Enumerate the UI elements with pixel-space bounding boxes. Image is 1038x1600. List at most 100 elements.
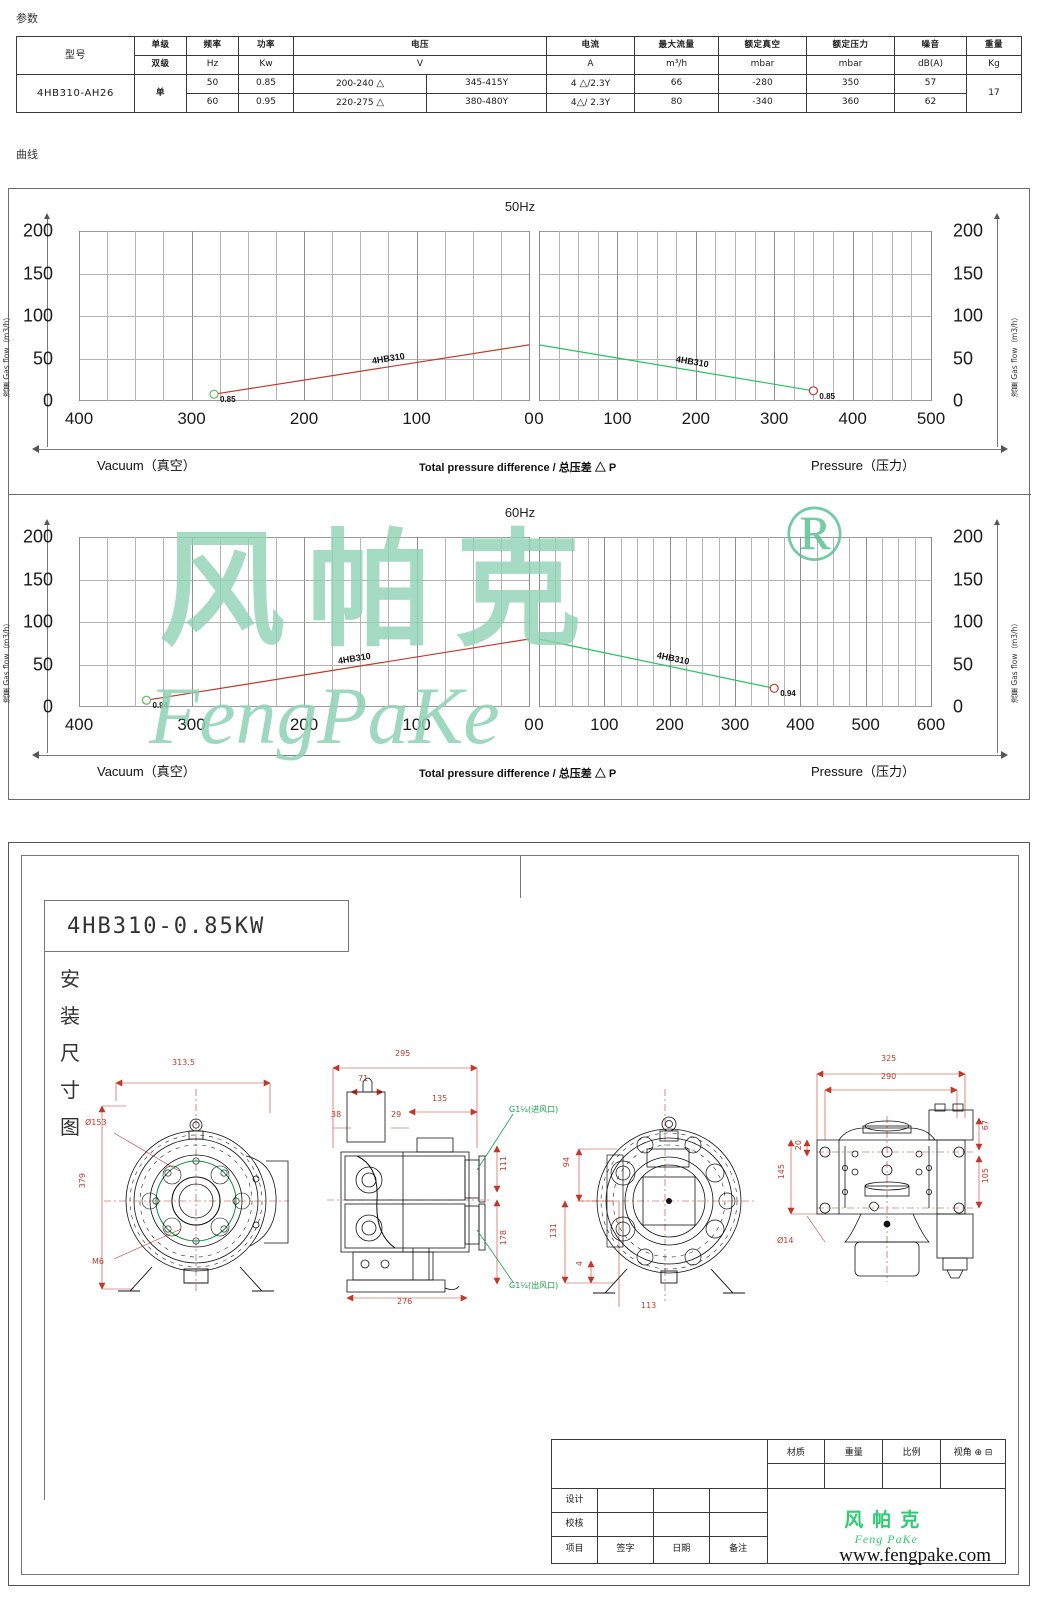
current-header: 电流 — [546, 36, 635, 56]
x-tick-label-pressure: 200 — [655, 715, 684, 734]
current-amps: 4 — [570, 98, 577, 109]
dim-d14: Ø14 — [777, 1236, 794, 1245]
gridline-v — [275, 231, 277, 401]
gridline-v — [715, 231, 717, 401]
gridline-v — [472, 231, 474, 401]
delta-icon: △ — [376, 97, 385, 109]
rated-vacuum-header: 额定真空 — [718, 36, 807, 56]
note-label: 备注 — [708, 1536, 768, 1564]
gridline-v — [332, 537, 334, 707]
y-axis-right — [997, 525, 998, 753]
dim-71: 71 — [358, 1074, 369, 1083]
y-tick-label: 50 — [953, 654, 974, 674]
y-tick-label: 50 — [32, 654, 53, 674]
voltage-y-value: 345-415Y — [426, 74, 547, 94]
y-axis-title-left: 流量 Gas flow（m3/h） — [2, 313, 11, 397]
y-tick-label: 100 — [953, 305, 984, 326]
dim-178: 178 — [499, 1230, 508, 1246]
parameter-table: 型号 单级 频率 功率 电压 电流 最大流量 额定真空 额定压力 噪音 重量 双… — [16, 36, 1022, 113]
gridline-v — [872, 231, 874, 401]
gridline-v — [416, 537, 418, 707]
design-label: 设计 — [551, 1487, 598, 1513]
weight-unit: Kg — [966, 55, 1022, 75]
endpoint-value-label: 0.94 — [152, 701, 169, 711]
delta-icon: △ — [579, 78, 588, 90]
gridline-v — [686, 537, 687, 707]
gridline-v — [79, 537, 80, 707]
dim-m6: M6 — [92, 1257, 104, 1266]
title-block-row: 材质 重量 比例 视角 ⊕ ⊟ — [551, 1438, 1006, 1489]
drawing-frame: 4HB310-0.85KW 安 装 尺 寸 图 — [21, 855, 1019, 1575]
y-axis-left — [47, 219, 48, 447]
table-row: 60 0.95 220-275 △ 380-480Y 4△/ 2.3Y 80 -… — [17, 93, 1022, 113]
chart-50hz: 50Hz 0 0 50 50 100 100 150 150 200 200 流量 Gas flow… — [2, 189, 1031, 495]
gridline-v — [304, 231, 305, 401]
delta-icon: △ — [576, 97, 585, 109]
x-tick-label-vacuum: 300 — [177, 409, 206, 428]
company-logo: 风帕克 Feng PaKe www.fengpake.com — [766, 1487, 1006, 1566]
gridline-v — [793, 231, 795, 401]
x-axis-baseline — [39, 449, 1001, 450]
x-tick-label-vacuum: 100 — [402, 715, 431, 734]
gridline-v — [816, 537, 818, 707]
design-value — [596, 1487, 654, 1513]
gridline-v — [79, 231, 80, 401]
x-tick-label-vacuum: 300 — [177, 715, 206, 734]
gridline-v — [219, 231, 221, 401]
current-y-text: /2.3Y — [587, 79, 611, 90]
dim-131: 131 — [549, 1223, 558, 1239]
gridline-v — [163, 537, 165, 707]
dimension-drawing-sheet: 4HB310-0.85KW 安 装 尺 寸 图 — [8, 842, 1030, 1586]
gridline-v — [555, 537, 557, 707]
projection-symbol-icon: ⊕ ⊟ — [974, 1448, 993, 1459]
y-axis-title-right: 流量 Gas flow（m3/h） — [1010, 313, 1019, 397]
outlet-port-label: G1¼(出风口) — [509, 1281, 559, 1290]
gridline-v — [388, 231, 390, 401]
gridline-v — [784, 537, 785, 707]
y-axis-title-right: 流量 Gas flow（m3/h） — [1010, 619, 1019, 703]
gridline-v — [107, 231, 109, 401]
y-tick-label: 50 — [953, 348, 974, 368]
x-tick-label-vacuum: 0 — [524, 715, 534, 734]
gridline-v — [539, 231, 540, 401]
project-label: 项目 — [551, 1536, 598, 1564]
voltage-delta-text: 200-240 — [335, 79, 374, 90]
title-block-blank — [551, 1439, 768, 1489]
max-flow-value: 80 — [634, 93, 719, 113]
x-tick-label-pressure: 300 — [760, 409, 789, 428]
title-block-row: 项目 签字 日期 备注 — [551, 1536, 1006, 1564]
gridline-v — [800, 537, 802, 707]
chart-60hz: 60Hz 0 0 50 50 100 100 150 150 200 200 流量 Gas flow… — [2, 495, 1031, 801]
gridline-v — [620, 537, 622, 707]
weight-value: 17 — [966, 74, 1022, 113]
top-view-graphic — [787, 1070, 983, 1282]
max-flow-value: 66 — [634, 74, 719, 94]
weight-header: 重量 — [966, 36, 1022, 56]
dim-295: 295 — [395, 1049, 411, 1058]
y-axis-right — [997, 219, 998, 447]
drawing-title-box: 4HB310-0.85KW — [44, 900, 349, 952]
chart-60hz-title: 60Hz — [504, 505, 536, 520]
stage-value: 单 — [134, 74, 187, 113]
y-tick-label: 100 — [22, 305, 53, 326]
gridline-v — [597, 231, 599, 401]
title-block-row — [552, 1463, 1006, 1489]
y-tick-label: 0 — [953, 390, 964, 411]
website-url: www.fengpake.com — [839, 1545, 991, 1566]
side-view-graphic — [327, 1064, 514, 1302]
max-flow-header: 最大流量 — [634, 36, 719, 56]
logo-latin: Feng PaKe — [854, 1531, 918, 1546]
caption-char-1: 安 — [60, 967, 80, 991]
y-tick-label: 150 — [953, 569, 984, 589]
gridline-v — [754, 231, 756, 401]
frequency-value: 50 — [186, 74, 239, 94]
y-tick-label: 150 — [22, 569, 53, 589]
x-tick-label-pressure: 500 — [851, 715, 880, 734]
drawing-left-divider — [44, 900, 45, 1500]
model-value: 4HB310-AH26 — [16, 74, 135, 113]
power-value: 0.85 — [238, 74, 294, 94]
performance-curves-container: 50Hz 0 0 50 50 100 100 150 150 200 200 流量 Gas flow… — [2, 188, 1031, 801]
y-tick-label: 200 — [953, 220, 984, 241]
x-axis-arrow-right — [1001, 751, 1008, 759]
gridline-v — [767, 537, 769, 707]
